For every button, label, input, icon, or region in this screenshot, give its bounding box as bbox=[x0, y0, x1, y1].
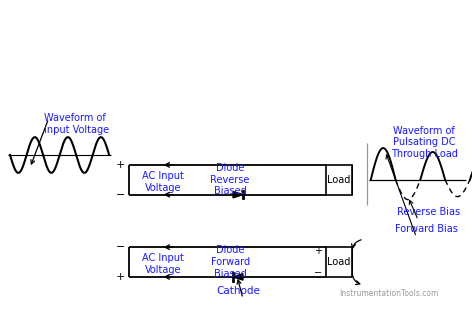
Bar bbox=[326, 247, 352, 277]
Text: −: − bbox=[116, 242, 125, 252]
Text: −: − bbox=[314, 268, 322, 278]
Text: Reverse Bias: Reverse Bias bbox=[397, 207, 460, 218]
Text: +: + bbox=[116, 272, 125, 282]
Text: Cathode: Cathode bbox=[216, 286, 260, 296]
Text: −: − bbox=[116, 190, 125, 200]
Polygon shape bbox=[233, 274, 243, 280]
Text: +: + bbox=[116, 160, 125, 170]
Text: Diode
Reverse
Biased: Diode Reverse Biased bbox=[210, 163, 250, 196]
Text: Waveform of
Pulsating DC
Through Load: Waveform of Pulsating DC Through Load bbox=[391, 126, 458, 159]
Text: AC Input
Voltage: AC Input Voltage bbox=[142, 171, 183, 193]
Text: Load: Load bbox=[328, 175, 351, 185]
Text: +: + bbox=[314, 246, 322, 256]
Polygon shape bbox=[233, 191, 243, 198]
Text: AC Input
Voltage: AC Input Voltage bbox=[142, 253, 183, 275]
Bar bbox=[326, 165, 352, 195]
Text: Waveform of
Input Voltage: Waveform of Input Voltage bbox=[44, 113, 109, 135]
Text: InstrumentationTools.com: InstrumentationTools.com bbox=[339, 289, 438, 298]
Text: Load: Load bbox=[328, 257, 351, 267]
Text: Diode
Forward
Biased: Diode Forward Biased bbox=[210, 246, 250, 279]
Text: Forward Bias: Forward Bias bbox=[395, 224, 458, 234]
